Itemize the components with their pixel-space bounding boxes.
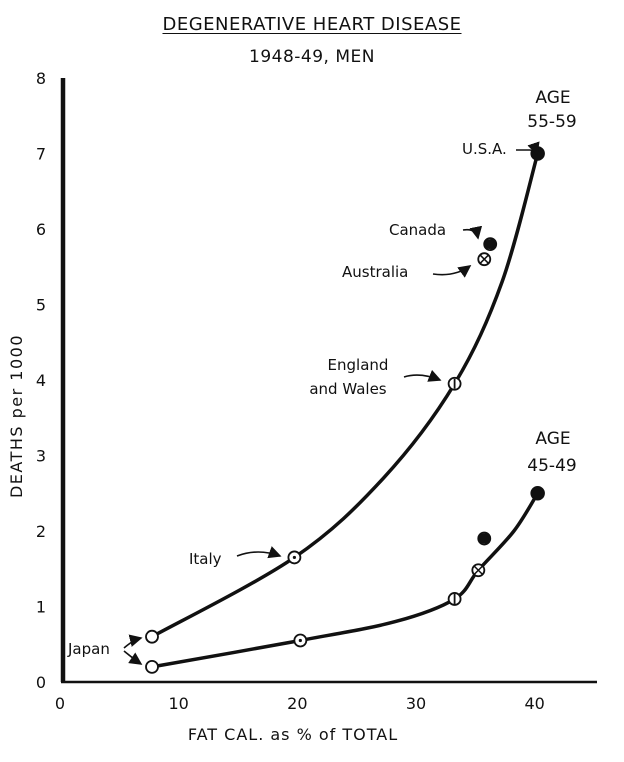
point-australia-series-0	[477, 252, 492, 267]
label-england-line1: England	[328, 356, 389, 374]
arrow-australia	[432, 265, 472, 278]
chart-title: DEGENERATIVE HEART DISEASE	[162, 14, 462, 35]
x-tick-label-20: 20	[287, 694, 307, 713]
y-tick-label-5: 5	[36, 296, 46, 315]
y-tick-label-4: 4	[36, 371, 46, 390]
label-australia: Australia	[342, 263, 408, 281]
point-u-s-a-series-1	[530, 486, 545, 501]
point-italy-series-1	[293, 633, 308, 648]
arrow-japan-lower	[123, 650, 143, 665]
y-tick-label-6: 6	[36, 220, 46, 239]
x-tick-label-0: 0	[55, 694, 65, 713]
series-line-age-45-49	[151, 492, 540, 669]
age-label-55-59-line1: AGE	[535, 88, 570, 108]
arrow-canada	[462, 225, 483, 240]
chart-subtitle: 1948-49, MEN	[249, 47, 375, 67]
arrow-japan-upper	[123, 634, 143, 649]
label-japan: Japan	[67, 640, 110, 658]
annotations: AGE 55-59 AGE 45-49 U.S.A. Canada Australia Eng…	[67, 88, 577, 665]
x-tick-label-10: 10	[168, 694, 188, 713]
point-italy-series-0	[287, 550, 302, 565]
point-canada-series-1	[477, 531, 492, 546]
age-label-55-59-line2: 55-59	[527, 112, 576, 132]
x-axis-label: FAT CAL. as % of TOTAL	[188, 725, 398, 744]
point-england-and-wales-series-0	[447, 376, 462, 391]
series-line-age-55-59	[151, 153, 540, 639]
label-usa: U.S.A.	[462, 140, 507, 158]
label-italy: Italy	[189, 550, 222, 568]
age-label-45-49-line1: AGE	[535, 429, 570, 449]
x-tick-label-40: 40	[524, 694, 544, 713]
x-tick-label-30: 30	[406, 694, 426, 713]
y-tick-label-0: 0	[36, 673, 46, 692]
axes: 0 1 2 3 4 5 6 7 8 0 10 20 30 40 FAT CAL. as % of TOTAL…	[7, 69, 597, 744]
y-tick-label-7: 7	[36, 145, 46, 164]
y-tick-label-3: 3	[36, 447, 46, 466]
data-points	[145, 146, 545, 674]
arrow-england	[403, 369, 442, 382]
y-tick-label-8: 8	[36, 69, 46, 88]
arrow-usa	[516, 141, 540, 156]
age-label-45-49-line2: 45-49	[527, 456, 576, 476]
y-tick-label-1: 1	[36, 598, 46, 617]
point-canada-series-0	[483, 237, 498, 252]
y-axis-label: DEATHS per 1000	[7, 334, 26, 498]
point-japan-series-0	[145, 629, 159, 644]
label-england-line2: and Wales	[309, 380, 386, 398]
arrow-italy	[236, 546, 282, 559]
label-canada: Canada	[389, 221, 446, 239]
y-tick-label-2: 2	[36, 522, 46, 541]
point-japan-series-1	[145, 660, 159, 674]
point-england-and-wales-series-1	[447, 592, 462, 606]
point-australia-series-1	[471, 563, 486, 578]
series-curves	[151, 153, 540, 669]
